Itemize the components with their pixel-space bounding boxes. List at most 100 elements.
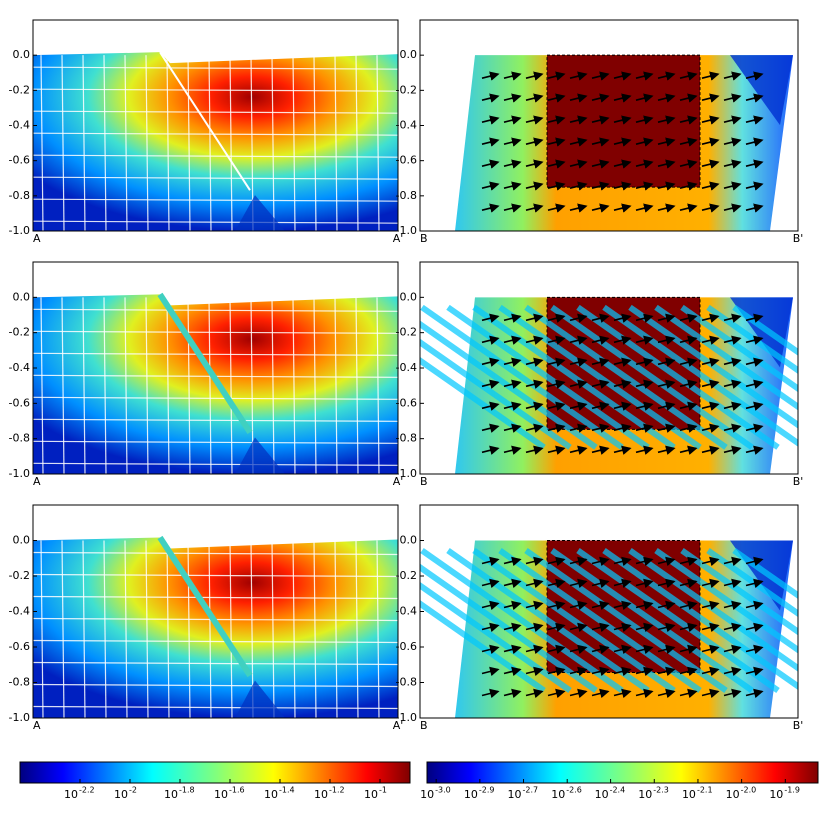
arrow (745, 313, 764, 323)
arrow (547, 313, 566, 323)
arrow (547, 115, 566, 125)
colorbar-tick-base: 10 (64, 788, 78, 801)
y-tick-label: -1.0 (396, 467, 417, 480)
arrow (745, 71, 764, 81)
arrow (569, 666, 588, 677)
mesh-line (334, 297, 338, 474)
arrow (525, 600, 544, 611)
arrow (569, 578, 588, 589)
arrow (503, 644, 522, 655)
arrow (723, 203, 742, 213)
arrow (635, 159, 654, 169)
colorbar-tick-exponent: -3.0 (435, 786, 451, 795)
stripe (680, 304, 798, 393)
arrow (745, 578, 764, 589)
x-end-label: B (420, 719, 428, 732)
arrow (679, 181, 698, 191)
arrow (679, 622, 698, 633)
arrow (613, 379, 632, 389)
arrow (525, 666, 544, 677)
mesh-line (166, 55, 170, 231)
arrow (679, 93, 698, 103)
colorbar-tick-exponent: -2.4 (610, 786, 626, 795)
arrow (635, 445, 654, 455)
mesh-line (33, 440, 398, 444)
panel (33, 535, 398, 718)
arrow (679, 688, 698, 699)
y-tick-label: 0.0 (13, 48, 31, 61)
arrow (547, 556, 566, 567)
arrow (701, 556, 720, 567)
colorbar-tick-base: 10 (164, 788, 178, 801)
arrow (613, 335, 632, 345)
arrow (657, 688, 676, 699)
arrow (679, 556, 698, 567)
fault (159, 51, 251, 191)
colorbar-tick-exponent: -2.6 (566, 786, 582, 795)
arrow (503, 357, 522, 367)
arrow (635, 600, 654, 611)
arrow (657, 181, 676, 191)
colorbar-tick-exponent: -2.1 (697, 786, 713, 795)
arrow (613, 181, 632, 191)
x-end-label: A' (393, 232, 404, 245)
arrow (525, 622, 544, 633)
arrow (701, 203, 720, 213)
y-tick-label: -0.2 (396, 83, 417, 96)
x-end-label: A' (393, 475, 404, 488)
arrow (481, 313, 500, 323)
arrow (525, 556, 544, 567)
arrow (591, 181, 610, 191)
mesh-line (271, 55, 275, 231)
stripe (576, 304, 780, 450)
arrow (723, 115, 742, 125)
arrow (745, 644, 764, 655)
arrow (723, 379, 742, 389)
colorbar-tick-exponent: -1.4 (279, 786, 295, 795)
arrow (481, 137, 500, 147)
arrow (591, 159, 610, 169)
y-tick-label: -0.6 (9, 396, 30, 409)
y-tick-label: -0.8 (9, 432, 30, 445)
arrow (701, 71, 720, 81)
colorbar-tick-base: 10 (508, 788, 522, 801)
colorbar-tick-exponent: -1.8 (179, 786, 195, 795)
arrow (723, 666, 742, 677)
arrow (481, 401, 500, 411)
arrow (745, 622, 764, 633)
mesh-line (33, 176, 398, 180)
arrow (723, 578, 742, 589)
mesh-line (33, 595, 398, 600)
arrow (547, 445, 566, 455)
arrow (723, 622, 742, 633)
arrow (635, 71, 654, 81)
arrow (525, 423, 544, 433)
arrow (679, 115, 698, 125)
y-tick-label: -0.4 (396, 605, 417, 618)
arrow (503, 159, 522, 169)
colorbar-tick-exponent: -1.9 (784, 786, 800, 795)
stripe (446, 548, 650, 693)
arrow (547, 379, 566, 389)
mesh-line (33, 661, 398, 666)
arrow (635, 313, 654, 323)
arrow (701, 401, 720, 411)
arrow (745, 688, 764, 699)
mesh-line (229, 297, 233, 474)
colorbar-tick-exponent: -2.3 (653, 786, 669, 795)
arrow (679, 137, 698, 147)
arrow (591, 115, 610, 125)
arrow (547, 203, 566, 213)
colorbar-tick-base: 10 (551, 788, 565, 801)
arrow (679, 401, 698, 411)
colorbar-tick-exponent: -2.9 (479, 786, 495, 795)
fault (157, 535, 253, 678)
mesh-line (33, 418, 398, 422)
arrow (745, 379, 764, 389)
y-tick-label: -0.8 (9, 189, 30, 202)
mesh-line (208, 540, 212, 718)
arrow (657, 578, 676, 589)
arrow (591, 401, 610, 411)
arrow (701, 357, 720, 367)
mesh-line (313, 297, 317, 474)
